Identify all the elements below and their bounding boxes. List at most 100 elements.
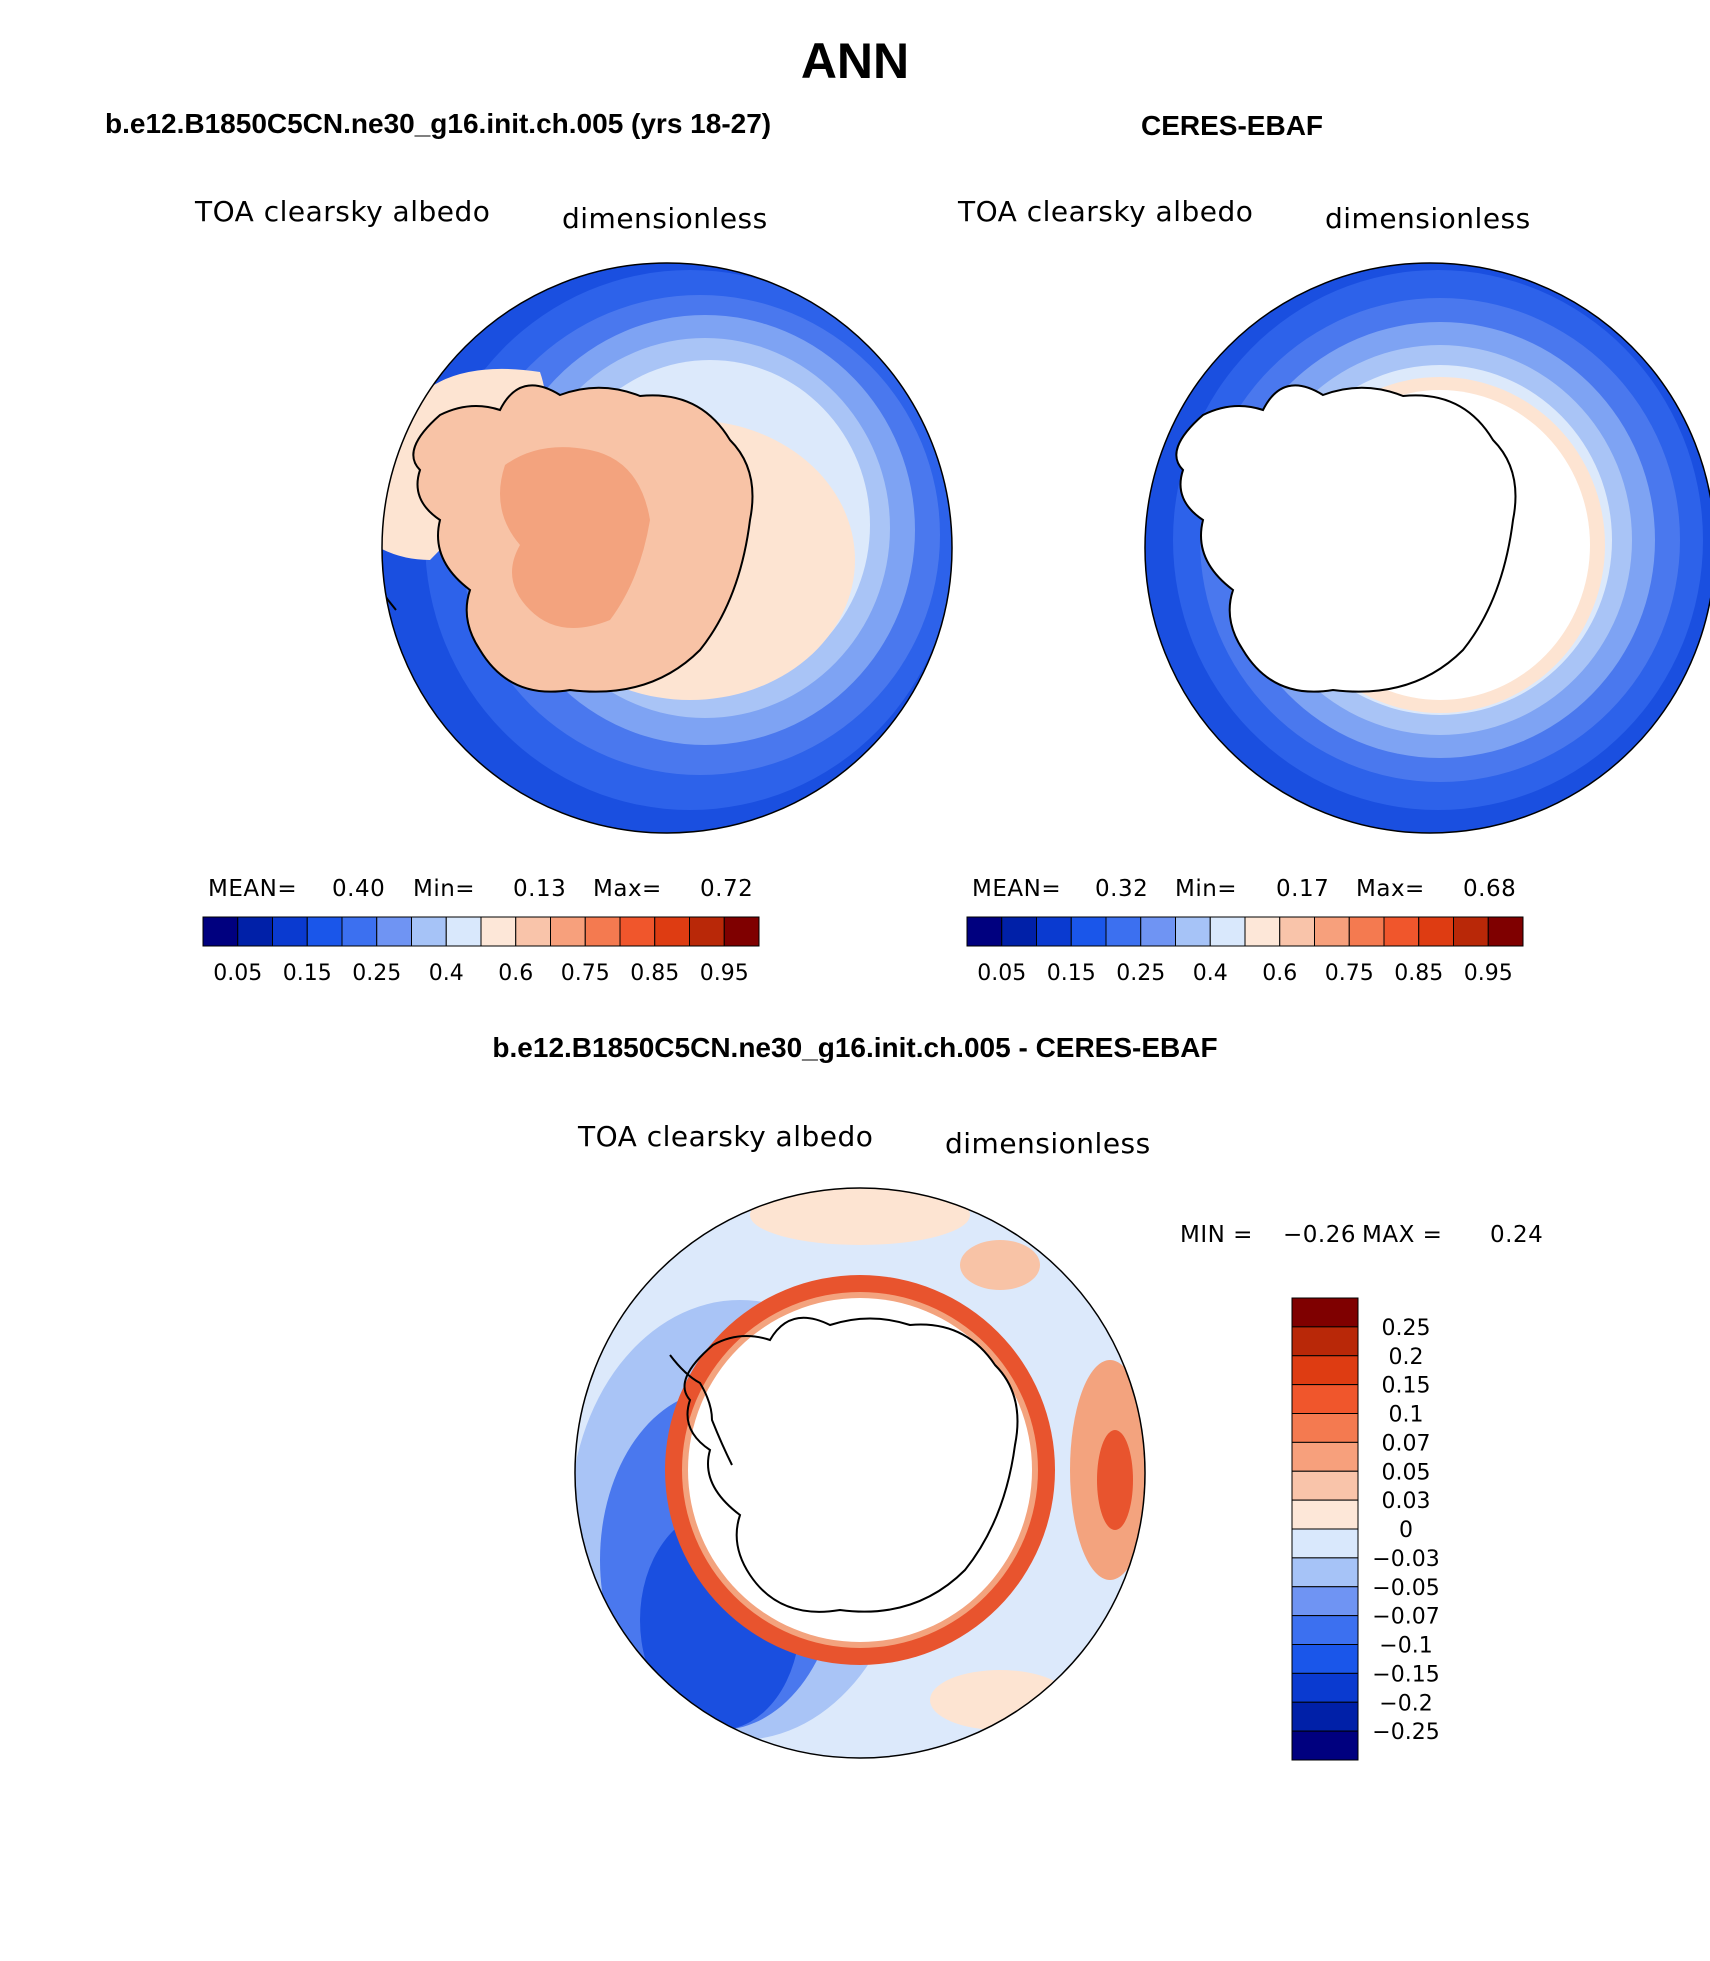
obs-colorbar-tick-label: 0.15 bbox=[1047, 961, 1096, 986]
model-colorbar-swatch bbox=[272, 916, 308, 947]
diff-colorbar-swatch bbox=[1291, 1615, 1359, 1645]
diff-colorbar-tick-label: 0 bbox=[1399, 1518, 1413, 1543]
model-colorbar-swatch bbox=[202, 916, 239, 947]
diff-colorbar-tick-label: 0.05 bbox=[1382, 1460, 1431, 1485]
obs-min-label: Min= bbox=[1175, 876, 1238, 902]
model-colorbar-swatch bbox=[411, 916, 447, 947]
obs-panel-title: CERES-EBAF bbox=[1141, 110, 1324, 141]
obs-colorbar-swatch bbox=[1487, 916, 1524, 947]
obs-colorbar-tick-label: 0.25 bbox=[1116, 961, 1165, 986]
diff-colorbar-swatch bbox=[1291, 1384, 1359, 1414]
diff-colorbar-swatch bbox=[1291, 1441, 1359, 1472]
obs-colorbar-swatch bbox=[1070, 916, 1107, 947]
model-colorbar-tick-label: 0.4 bbox=[429, 961, 464, 986]
model-colorbar-swatch bbox=[515, 916, 551, 947]
obs-map-border bbox=[1144, 262, 1710, 834]
model-antarctica bbox=[382, 384, 754, 693]
model-colorbar-swatch bbox=[619, 916, 656, 947]
model-colorbar-tick-label: 0.25 bbox=[352, 961, 401, 986]
model-mean-value: 0.40 bbox=[332, 876, 386, 902]
diff-colorbar-swatch bbox=[1291, 1499, 1359, 1530]
model-mean-label: MEAN= bbox=[208, 876, 298, 902]
diff-colorbar-tick-label: 0.25 bbox=[1382, 1316, 1431, 1341]
model-colorbar-swatch bbox=[689, 916, 725, 947]
obs-colorbar-tick-label: 0.75 bbox=[1325, 961, 1374, 986]
obs-colorbar-swatch bbox=[1348, 916, 1385, 947]
main-title: ANN bbox=[800, 33, 910, 89]
diff-colorbar-tick-label: −0.1 bbox=[1379, 1634, 1432, 1659]
diff-min-label: MIN = bbox=[1180, 1222, 1253, 1248]
diff-map-border bbox=[574, 1187, 1146, 1759]
obs-colorbar-tick-label: 0.95 bbox=[1464, 961, 1513, 986]
diff-max-value: 0.24 bbox=[1490, 1222, 1544, 1248]
model-colorbar-tick-label: 0.85 bbox=[630, 961, 679, 986]
obs-colorbar-swatch bbox=[1105, 916, 1142, 947]
model-panel-title: b.e12.B1850C5CN.ne30_g16.init.ch.005 (yr… bbox=[105, 108, 772, 139]
diff-colorbar-tick-label: −0.2 bbox=[1379, 1691, 1432, 1716]
model-colorbar-tick-label: 0.95 bbox=[700, 961, 749, 986]
model-min-label: Min= bbox=[413, 876, 476, 902]
obs-colorbar-swatch bbox=[1209, 916, 1246, 947]
obs-units-label: dimensionless bbox=[1325, 202, 1531, 235]
diff-colorbar-swatch bbox=[1291, 1470, 1359, 1501]
obs-colorbar-tick-label: 0.4 bbox=[1193, 961, 1228, 986]
obs-colorbar-swatch bbox=[1036, 916, 1072, 947]
model-max-value: 0.72 bbox=[700, 876, 754, 902]
obs-mean-value: 0.32 bbox=[1095, 876, 1149, 902]
model-colorbar-swatch bbox=[445, 916, 482, 947]
obs-colorbar-swatch bbox=[1418, 916, 1454, 947]
obs-colorbar-swatch bbox=[1453, 916, 1489, 947]
diff-colorbar-swatch bbox=[1291, 1557, 1359, 1588]
diff-colorbar-swatch bbox=[1291, 1672, 1359, 1703]
diff-colorbar-swatch bbox=[1291, 1413, 1359, 1443]
diff-colorbar-swatch bbox=[1291, 1297, 1359, 1328]
diff-colorbar-swatch bbox=[1291, 1730, 1359, 1761]
diff-colorbar-tick-label: 0.1 bbox=[1389, 1403, 1424, 1428]
obs-colorbar-tick-label: 0.05 bbox=[977, 961, 1026, 986]
model-colorbar-swatch bbox=[584, 916, 621, 947]
diff-colorbar-tick-label: −0.25 bbox=[1372, 1720, 1439, 1745]
model-colorbar-swatch bbox=[237, 916, 273, 947]
model-colorbar-swatch bbox=[654, 916, 690, 947]
model-min-value: 0.13 bbox=[513, 876, 567, 902]
model-max-label: Max= bbox=[593, 876, 662, 902]
obs-max-value: 0.68 bbox=[1463, 876, 1517, 902]
obs-variable-label: TOA clearsky albedo bbox=[958, 195, 1254, 228]
obs-colorbar-tick-label: 0.6 bbox=[1262, 961, 1297, 986]
model-colorbar-swatch bbox=[723, 916, 760, 947]
diff-colorbar-tick-label: 0.07 bbox=[1382, 1431, 1431, 1456]
model-colorbar-swatch bbox=[341, 916, 378, 947]
model-units-label: dimensionless bbox=[562, 202, 768, 235]
obs-colorbar-swatch bbox=[1279, 916, 1315, 947]
diff-units-label: dimensionless bbox=[945, 1127, 1151, 1160]
diff-variable-label: TOA clearsky albedo bbox=[578, 1120, 874, 1153]
model-map-border bbox=[381, 262, 953, 834]
obs-colorbar-tick-label: 0.85 bbox=[1394, 961, 1443, 986]
obs-colorbar-swatch bbox=[1383, 916, 1420, 947]
model-colorbar-swatch bbox=[306, 916, 343, 947]
model-colorbar-tick-label: 0.15 bbox=[283, 961, 332, 986]
obs-antarctica bbox=[1175, 384, 1517, 693]
diff-colorbar: 0.25 0.2 0.15 0.1 0.07 0.05 0.03 0 −0.03 −0.05 −0.… bbox=[1291, 1297, 1440, 1761]
obs-colorbar-swatch bbox=[1001, 916, 1037, 947]
model-colorbar-tick-label: 0.05 bbox=[213, 961, 262, 986]
diff-colorbar-swatch bbox=[1291, 1326, 1359, 1357]
model-colorbar-swatch bbox=[550, 916, 586, 947]
diff-panel-title: b.e12.B1850C5CN.ne30_g16.init.ch.005 - C… bbox=[492, 1032, 1218, 1063]
diff-map bbox=[575, 1188, 1145, 1758]
model-colorbar-tick-label: 0.75 bbox=[561, 961, 610, 986]
model-colorbar: 0.05 0.15 0.25 0.4 0.6 0.75 0.85 0.95 bbox=[202, 916, 760, 986]
diff-colorbar-tick-label: 0.2 bbox=[1389, 1345, 1424, 1370]
obs-colorbar-swatch bbox=[1140, 916, 1176, 947]
diff-colorbar-tick-label: 0.03 bbox=[1382, 1489, 1431, 1514]
diff-colorbar-tick-label: −0.05 bbox=[1372, 1576, 1439, 1601]
diff-colorbar-tick-label: −0.03 bbox=[1372, 1547, 1439, 1572]
obs-colorbar-swatch bbox=[1175, 916, 1211, 947]
obs-mean-label: MEAN= bbox=[972, 876, 1062, 902]
obs-min-value: 0.17 bbox=[1276, 876, 1330, 902]
model-colorbar-swatch bbox=[480, 916, 517, 947]
diff-antarctica bbox=[669, 1316, 1019, 1613]
diff-max-label: MAX = bbox=[1362, 1222, 1443, 1248]
diff-colorbar-tick-label: 0.15 bbox=[1382, 1374, 1431, 1399]
